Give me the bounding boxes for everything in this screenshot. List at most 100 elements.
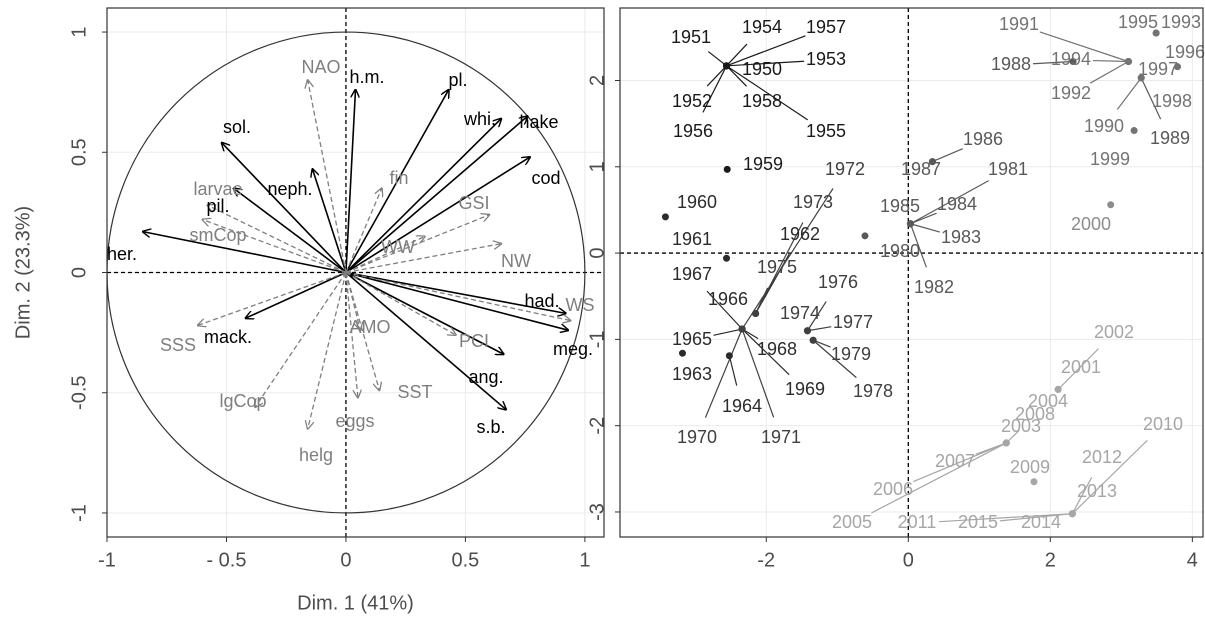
loading-arrow [345,271,566,314]
loading-arrow [345,236,425,274]
year-label: 1958 [742,91,782,111]
year-label: 1992 [1051,83,1091,103]
year-label: 1976 [818,272,858,292]
year-label: 1950 [742,59,782,79]
loading-arrow [308,272,347,429]
loading-arrow [255,272,347,408]
year-label: 2011 [898,512,937,532]
x-tick-label: 4 [1187,549,1198,571]
year-label: 2001 [1061,357,1101,377]
leader-line [910,212,937,225]
year-label: 2000 [1071,214,1111,234]
leader-line [707,51,727,67]
year-label: 1968 [757,339,797,359]
variable-label: smCop [189,225,246,245]
year-label: 2005 [832,512,872,532]
year-label: 2006 [873,479,913,499]
year-point [1054,385,1062,393]
year-label: 1970 [677,427,717,447]
loading-arrow [345,90,449,273]
year-label: 1981 [988,159,1028,179]
leader-line [741,328,790,376]
loading-arrow [345,271,504,355]
loading-arrow [143,232,347,274]
year-label: 1994 [1051,49,1091,69]
leader-line [726,43,748,67]
year-label: 1999 [1090,149,1130,169]
leader-line [871,442,1007,514]
variable-label: sol. [223,117,251,137]
plot-border [619,7,1204,538]
year-point [928,158,936,166]
leader-line [806,301,827,332]
year-point [906,220,914,228]
year-label: 1978 [853,381,893,401]
leader-line [812,339,857,379]
leader-line [713,328,743,336]
x-tick-label: 0.5 [452,549,480,571]
variable-label: PCI [459,331,489,351]
panel: -2 0 2 4 -3 -2 -1 0 1 2 1950 1951 1952 1953 1954 1955 19… [586,7,1205,571]
year-label: 1953 [806,49,846,69]
y-tick-label: 1 [68,26,90,37]
x-tick-label: 2 [1045,549,1056,571]
year-label: 1972 [825,159,865,179]
variable-label: pil. [206,196,229,216]
year-label: 1951 [671,27,711,47]
loading-arrow [345,272,379,391]
year-label: 1993 [1161,12,1201,32]
year-label: 1995 [1118,12,1158,32]
year-point [678,349,686,357]
loading-arrow [345,157,530,274]
plot-area [661,29,1181,523]
y-tick-label: -2 [586,417,608,435]
loading-arrow [345,215,489,274]
year-point [752,309,760,317]
variable-label: neph. [267,179,312,199]
year-point [1069,58,1077,66]
year-label: 2002 [1094,322,1134,342]
year-label: 1984 [937,194,977,214]
y-axis-title: Dim. 2 (23.3%) [12,206,34,339]
year-label: 1988 [991,54,1031,74]
variable-label: whi. [463,109,496,129]
loading-arrow [345,271,568,331]
year-label: 1952 [672,91,712,111]
variable-label: fin [389,168,408,188]
year-label: 1985 [880,196,920,216]
y-tick-label: 1 [586,161,608,172]
leader-line [706,65,727,87]
loading-arrow [345,271,571,321]
variable-label: WS [566,295,595,315]
year-label: 1966 [708,289,748,309]
year-label: 1975 [757,257,797,277]
year-point [661,213,669,221]
variable-label: mack. [204,327,252,347]
year-point [1152,29,1160,37]
loading-arrow [246,271,347,319]
variable-label: eggs [335,411,374,431]
year-point [1002,439,1010,447]
leader-line [1057,348,1099,390]
variable-label: SST [397,382,432,402]
leader-line [726,60,805,67]
year-label: 1959 [743,154,783,174]
variable-label: hake [519,112,558,132]
year-point [1107,201,1115,209]
year-label: 2013 [1077,481,1117,501]
year-label: 2012 [1082,447,1122,467]
leader-line [726,65,748,87]
leader-line [728,355,738,386]
year-label: 1977 [833,312,873,332]
x-tick-label: 1 [579,549,590,571]
year-label: 1998 [1152,91,1192,111]
year-point [861,232,869,240]
year-point [725,352,733,360]
plot-border [106,7,605,538]
variable-label: ang. [468,367,503,387]
leader-line [807,326,832,332]
variable-label: SSS [160,335,196,355]
y-tick-label: -0.5 [68,375,90,409]
leader-line [706,290,743,330]
